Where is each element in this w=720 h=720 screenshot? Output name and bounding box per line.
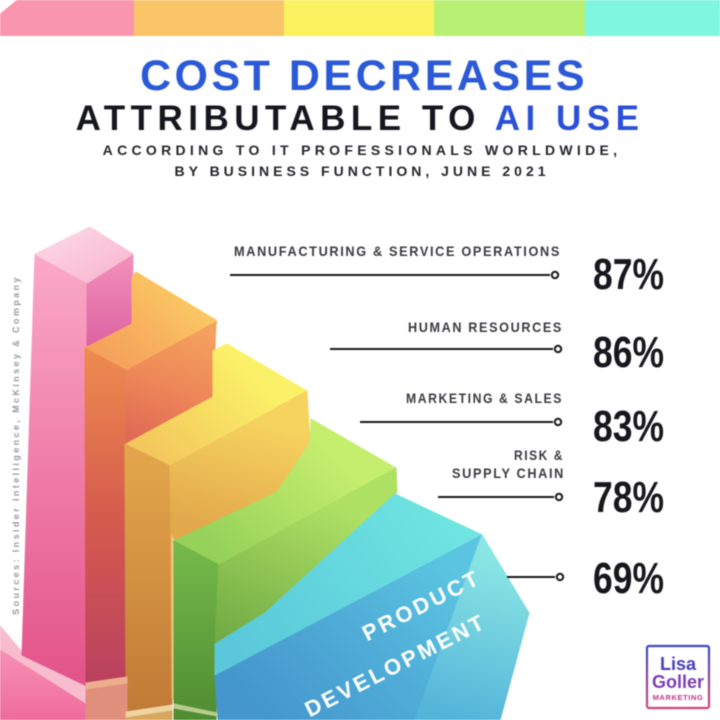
svg-text:83%: 83% bbox=[593, 402, 664, 451]
svg-text:Sources: Insider Intelligence,: Sources: Insider Intelligence, McKinsey … bbox=[11, 275, 21, 615]
svg-text:87%: 87% bbox=[593, 250, 664, 299]
svg-text:69%: 69% bbox=[593, 554, 664, 603]
svg-text:ACCORDING TO IT PROFESSIONALS: ACCORDING TO IT PROFESSIONALS WORLDWIDE, bbox=[103, 142, 622, 158]
svg-text:86%: 86% bbox=[593, 328, 664, 377]
svg-text:MANUFACTURING & SERVICE OPERAT: MANUFACTURING & SERVICE OPERATIONS bbox=[234, 243, 561, 259]
svg-text:MARKETING & SALES: MARKETING & SALES bbox=[406, 390, 563, 406]
svg-text:BY BUSINESS FUNCTION, JUNE 202: BY BUSINESS FUNCTION, JUNE 2021 bbox=[174, 163, 549, 179]
svg-text:COST DECREASES: COST DECREASES bbox=[140, 52, 588, 100]
svg-text:MARKETING: MARKETING bbox=[653, 693, 704, 702]
svg-text:ATTRIBUTABLE TO AI USE: ATTRIBUTABLE TO AI USE bbox=[76, 99, 645, 138]
svg-text:HUMAN RESOURCES: HUMAN RESOURCES bbox=[408, 319, 563, 335]
svg-text:78%: 78% bbox=[593, 473, 664, 522]
svg-text:RISK &: RISK & bbox=[514, 447, 564, 463]
svg-text:Lisa: Lisa bbox=[660, 654, 697, 674]
svg-text:SUPPLY CHAIN: SUPPLY CHAIN bbox=[452, 465, 565, 481]
svg-text:Goller: Goller bbox=[652, 672, 704, 692]
